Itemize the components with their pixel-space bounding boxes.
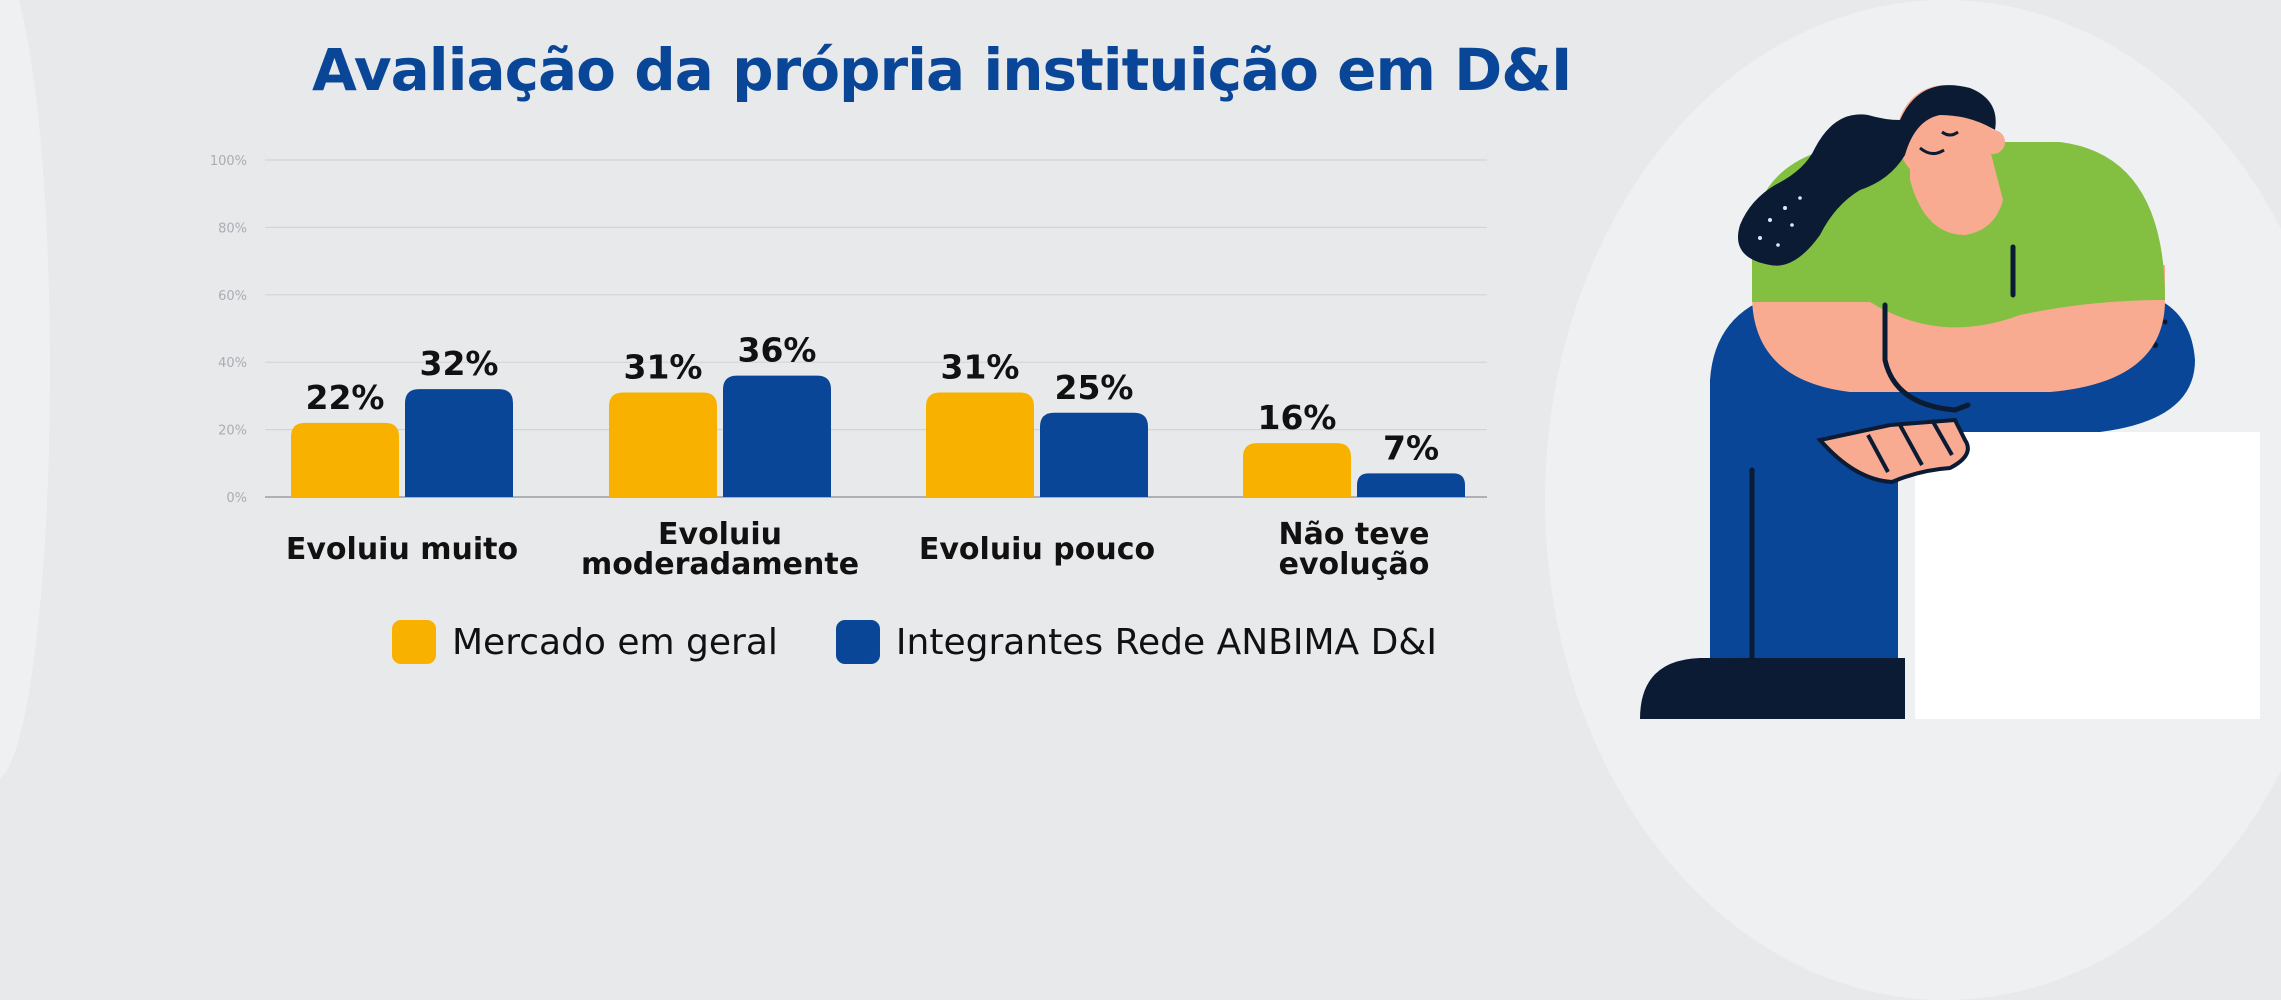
bar (405, 389, 513, 497)
y-tick-label: 60% (218, 289, 247, 304)
bar (1040, 412, 1148, 497)
category-label: moderadamente (581, 547, 859, 582)
legend-item-mercado: Mercado em geral (392, 620, 778, 664)
category-label: Não teve (1279, 517, 1430, 552)
data-label: 16% (1258, 398, 1337, 437)
hair-speckle-3 (1758, 236, 1762, 240)
smile (1919, 146, 1945, 155)
hair-speckle-5 (1776, 243, 1780, 247)
y-tick-label: 40% (218, 356, 247, 371)
category-label: Evoluiu pouco (919, 532, 1155, 567)
pants-shape (1710, 290, 2195, 719)
bar (609, 392, 717, 497)
legend-label-mercado: Mercado em geral (452, 621, 778, 663)
seat-shape (1915, 432, 2260, 719)
data-label: 31% (624, 348, 703, 387)
chart-title: Avaliação da própria instituição em D&I (312, 36, 1572, 104)
finger-line-1 (1866, 434, 1890, 473)
bar (926, 392, 1034, 497)
category-label: Evoluiu muito (286, 532, 518, 567)
bar (1357, 473, 1465, 497)
legend-swatch-mercado (392, 620, 436, 664)
y-tick-label: 0% (226, 491, 247, 506)
chart-legend: Mercado em geral Integrantes Rede ANBIMA… (392, 620, 1495, 664)
data-label: 32% (420, 344, 499, 383)
y-tick-label: 100% (210, 154, 247, 169)
hair-speckle-2 (1783, 206, 1787, 210)
category-label: evolução (1279, 547, 1430, 582)
hair-shape (1738, 85, 1996, 266)
pants-texture-4 (2162, 319, 2168, 325)
finger-line-3 (1930, 419, 1954, 456)
hair-speckle-4 (1798, 196, 1802, 200)
woman-sitting-illustration (1640, 85, 2260, 719)
hands-shape (1816, 417, 1970, 485)
arm-shape (1882, 302, 1971, 413)
legend-swatch-rede (835, 620, 880, 664)
data-label: 36% (738, 331, 817, 370)
hair-speckle-6 (1790, 223, 1794, 227)
bar (723, 375, 831, 497)
hair-speckle-1 (1768, 218, 1772, 222)
eye-closed (1941, 130, 1959, 137)
y-tick-label: 80% (218, 221, 247, 236)
shoe-right (1690, 658, 1905, 719)
data-label: 7% (1383, 428, 1439, 467)
bar-chart: 0% 20% 40% 60% 80% 100% 22% 31% 31% 16% 32% 36% 25% 7… (210, 154, 1487, 582)
data-label: 22% (306, 378, 385, 417)
data-label: 25% (1055, 368, 1134, 407)
y-tick-label: 20% (218, 424, 247, 439)
data-label: 31% (941, 348, 1020, 387)
bar (291, 422, 399, 497)
bar (1243, 443, 1351, 497)
finger-line-2 (1898, 424, 1924, 466)
ear-shape (1981, 130, 2005, 154)
legend-item-rede: Integrantes Rede ANBIMA D&I (835, 620, 1438, 664)
legend-label-rede: Integrantes Rede ANBIMA D&I (895, 621, 1438, 663)
category-label: Evoluiu (658, 517, 782, 552)
